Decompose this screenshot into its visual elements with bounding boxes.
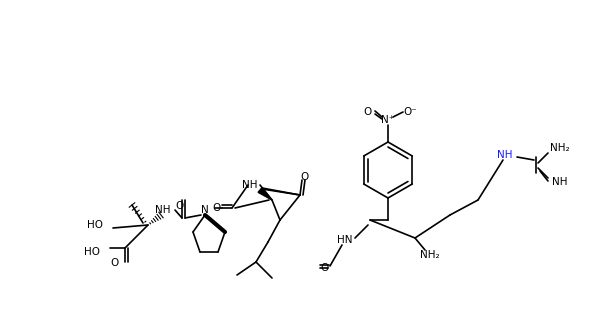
Text: O⁻: O⁻ xyxy=(403,107,417,117)
Polygon shape xyxy=(258,188,272,200)
Text: O: O xyxy=(111,258,119,268)
Text: O: O xyxy=(301,172,309,182)
Text: NH: NH xyxy=(497,150,513,160)
Text: HO: HO xyxy=(84,247,100,257)
Text: O: O xyxy=(364,107,372,117)
Text: N⁺: N⁺ xyxy=(381,115,395,125)
Text: O: O xyxy=(176,201,184,211)
Text: NH₂: NH₂ xyxy=(550,143,570,153)
Text: O: O xyxy=(213,203,221,213)
Text: HN: HN xyxy=(337,235,353,245)
Text: NH: NH xyxy=(155,205,171,215)
Text: N: N xyxy=(201,205,209,215)
Text: O: O xyxy=(321,263,329,273)
Text: NH: NH xyxy=(552,177,568,187)
Text: NH₂: NH₂ xyxy=(420,250,440,260)
Text: NH: NH xyxy=(242,180,258,190)
Text: HO: HO xyxy=(87,220,103,230)
